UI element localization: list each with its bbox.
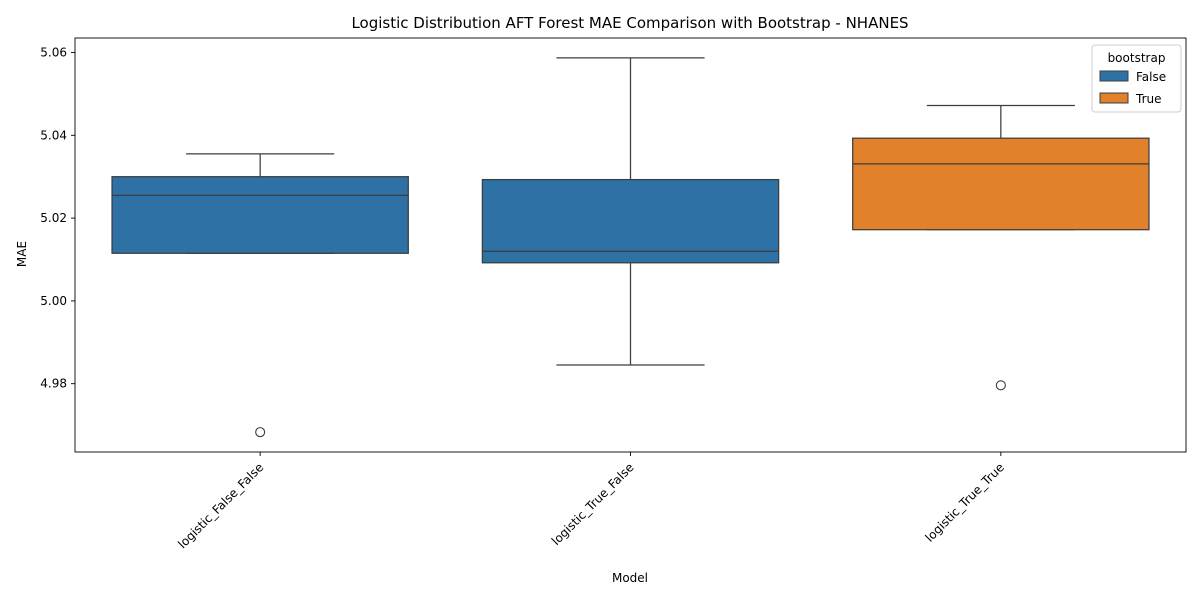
legend-swatch: [1099, 92, 1129, 104]
x-axis-label: Model: [612, 571, 648, 585]
plot-area: 4.98 5.00 5.02 5.04 5.06 logistic_False_False…: [40, 37, 1187, 551]
box-logistic_True_True: [852, 104, 1150, 391]
y-tick-label: 5.04: [40, 128, 67, 142]
x-tick-label: logistic_True_False: [549, 460, 637, 548]
legend-entry-label: False: [1136, 70, 1166, 84]
box-body: [481, 178, 780, 264]
box-logistic_True_False: [481, 57, 780, 366]
box-logistic_False_False: [111, 153, 409, 438]
box-body: [111, 176, 409, 254]
y-tick-label: 5.02: [40, 211, 67, 225]
y-tick-label: 5.00: [40, 294, 67, 308]
y-tick-label: 5.06: [40, 45, 67, 59]
box-body: [852, 137, 1150, 231]
y-axis-label: MAE: [15, 241, 29, 267]
legend-swatch: [1099, 70, 1129, 82]
chart-title: Logistic Distribution AFT Forest MAE Com…: [351, 14, 908, 32]
legend: bootstrap False True: [1091, 44, 1182, 113]
legend-entry-label: True: [1135, 92, 1162, 106]
legend-title: bootstrap: [1108, 51, 1166, 65]
x-tick-label: logistic_False_False: [175, 460, 266, 551]
y-tick-label: 4.98: [40, 377, 67, 391]
x-tick-label: logistic_True_True: [922, 460, 1006, 544]
outlier-point: [995, 380, 1006, 391]
outlier-point: [255, 427, 266, 438]
